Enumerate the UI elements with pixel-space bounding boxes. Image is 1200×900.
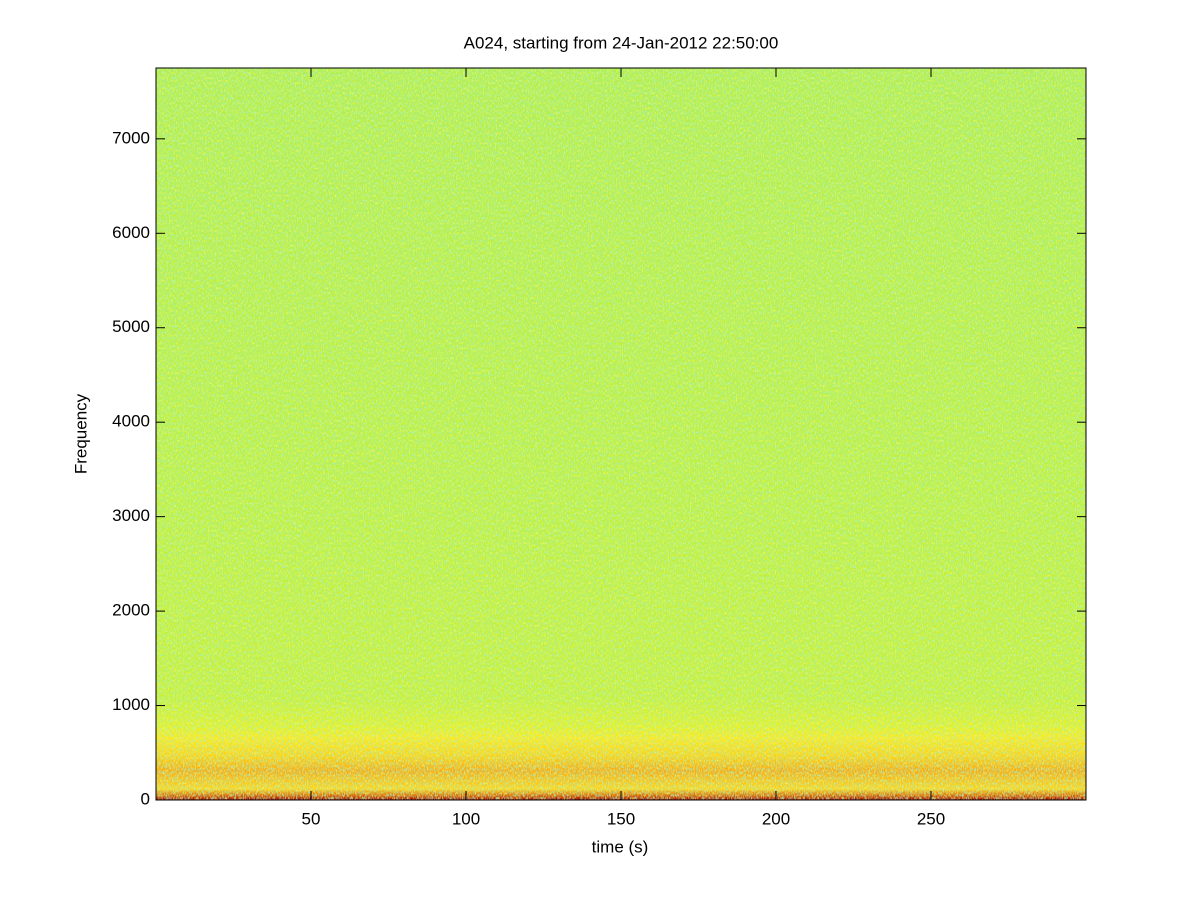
y-tick-label: 7000 [112,128,150,147]
y-tick-label: 0 [141,789,150,808]
y-tick-label: 4000 [112,412,150,431]
y-tick-label: 5000 [112,317,150,336]
chart-title: A024, starting from 24-Jan-2012 22:50:00 [464,33,779,52]
x-tick-label: 100 [452,809,480,828]
y-tick-label: 1000 [112,695,150,714]
spectrogram-image [156,68,1086,800]
x-tick-label: 150 [607,809,635,828]
x-tick-label: 200 [762,809,790,828]
y-tick-label: 3000 [112,506,150,525]
y-tick-label: 2000 [112,601,150,620]
x-tick-label: 50 [302,809,321,828]
y-axis-label: Frequency [71,393,90,474]
x-axis-label: time (s) [592,837,649,856]
x-tick-label: 250 [917,809,945,828]
y-tick-label: 6000 [112,223,150,242]
